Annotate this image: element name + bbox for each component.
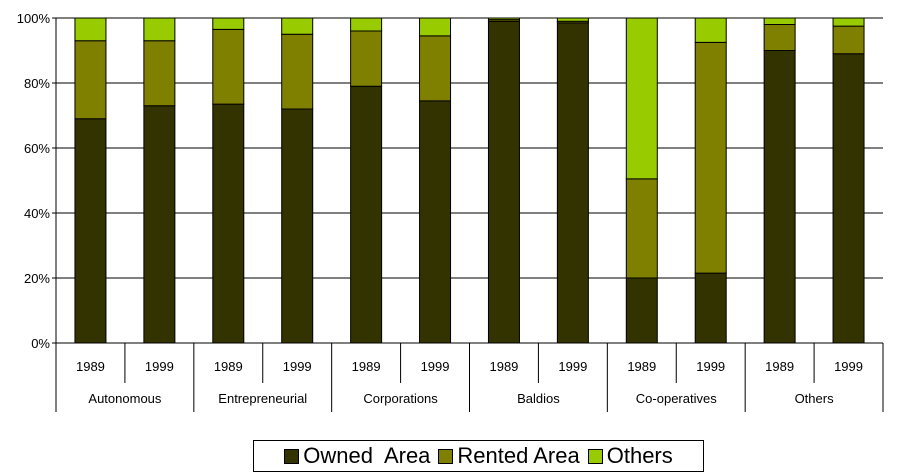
bar-segment-others — [350, 17, 383, 32]
bar-segment-owned-area — [625, 277, 658, 344]
bar-segment-others — [763, 17, 796, 25]
bar-segment-owned-area — [694, 272, 727, 344]
bar-segment-others — [212, 17, 245, 30]
x-tick-label-year: 1989 — [627, 359, 656, 374]
bar-segment-rented-area — [74, 40, 107, 120]
bar-segment-rented-area — [350, 30, 383, 87]
x-group-label: Baldios — [517, 391, 560, 406]
x-tick-label-year: 1999 — [283, 359, 312, 374]
x-tick-label-year: 1999 — [421, 359, 450, 374]
legend-swatch-others — [587, 448, 603, 464]
y-tick-labels: 0% 20% 40% 60% 80% 100% — [17, 11, 51, 351]
legend-swatch-owned-area — [284, 448, 300, 464]
bar-segment-others — [487, 17, 520, 21]
bar-segment-rented-area — [212, 28, 245, 105]
bar-segment-rented-area — [143, 40, 176, 107]
bar-segment-rented-area — [694, 41, 727, 274]
x-tick-label-year: 1999 — [145, 359, 174, 374]
bar-segment-others — [419, 17, 452, 37]
bar-segment-others — [625, 17, 658, 180]
x-group-label: Corporations — [363, 391, 438, 406]
bar-segment-owned-area — [74, 118, 107, 344]
x-tick-label-year: 1989 — [214, 359, 243, 374]
bar-segment-owned-area — [212, 103, 245, 344]
x-tick-label-year: 1999 — [696, 359, 725, 374]
x-group-label: Autonomous — [88, 391, 161, 406]
x-tick-label-year: 1989 — [489, 359, 518, 374]
bar-segment-owned-area — [419, 100, 452, 344]
bar-segment-rented-area — [419, 35, 452, 102]
x-group-label: Co-operatives — [636, 391, 717, 406]
bar-segment-rented-area — [763, 24, 796, 51]
legend-label-owned-area: Owned Area — [303, 443, 431, 468]
bar-segment-others — [74, 17, 107, 42]
y-tick-label: 0% — [31, 336, 50, 351]
stacked-bar-chart: 0%20%40%60%80%100% 1989 1999Autonomous198… — [17, 11, 884, 412]
bar-segment-rented-area — [625, 178, 658, 279]
gridlines — [56, 17, 883, 279]
y-tick-label: 40% — [24, 206, 50, 221]
bar-segment-rented-area — [281, 33, 314, 110]
legend-item-owned-area: Owned Area — [284, 443, 430, 469]
x-group-label: Others — [795, 391, 835, 406]
legend: Owned Area Rented Area Others — [253, 440, 704, 472]
legend-item-others: Others — [587, 443, 673, 469]
bar-segment-others — [556, 17, 589, 22]
bar-segment-owned-area — [763, 50, 796, 344]
axes — [52, 17, 884, 412]
y-tick-label: 80% — [24, 76, 50, 91]
legend-swatch-rented-area — [438, 448, 454, 464]
x-tick-label-year: 1989 — [76, 359, 105, 374]
legend-item-rented-area: Rented Area — [438, 443, 580, 469]
bar-segment-rented-area — [832, 25, 865, 55]
bar-segment-owned-area — [556, 22, 589, 344]
x-tick-label-year: 1999 — [558, 359, 587, 374]
bar-segment-others — [832, 17, 865, 27]
bar-segment-others — [143, 17, 176, 42]
bar-segment-owned-area — [281, 108, 314, 344]
bar-segment-others — [281, 17, 314, 35]
x-tick-label-year: 1999 — [834, 359, 863, 374]
y-tick-label: 100% — [17, 11, 51, 26]
bar-segment-others — [694, 17, 727, 43]
legend-label-others: Others — [606, 443, 673, 468]
bar-segment-owned-area — [832, 53, 865, 344]
bar-segment-owned-area — [143, 105, 176, 344]
legend-label-rented-area: Rented Area — [457, 443, 580, 468]
bar-segment-owned-area — [350, 85, 383, 344]
x-tick-label-year: 1989 — [352, 359, 381, 374]
y-tick-label: 60% — [24, 141, 50, 156]
bar-segment-owned-area — [487, 20, 520, 344]
bars — [74, 17, 865, 344]
x-tick-label-year: 1989 — [765, 359, 794, 374]
y-tick-label: 20% — [24, 271, 50, 286]
x-tick-labels: 1989 1999 Autonomous 1989 1999 Entrepreneuria… — [76, 359, 863, 406]
x-group-label: Entrepreneurial — [218, 391, 307, 406]
